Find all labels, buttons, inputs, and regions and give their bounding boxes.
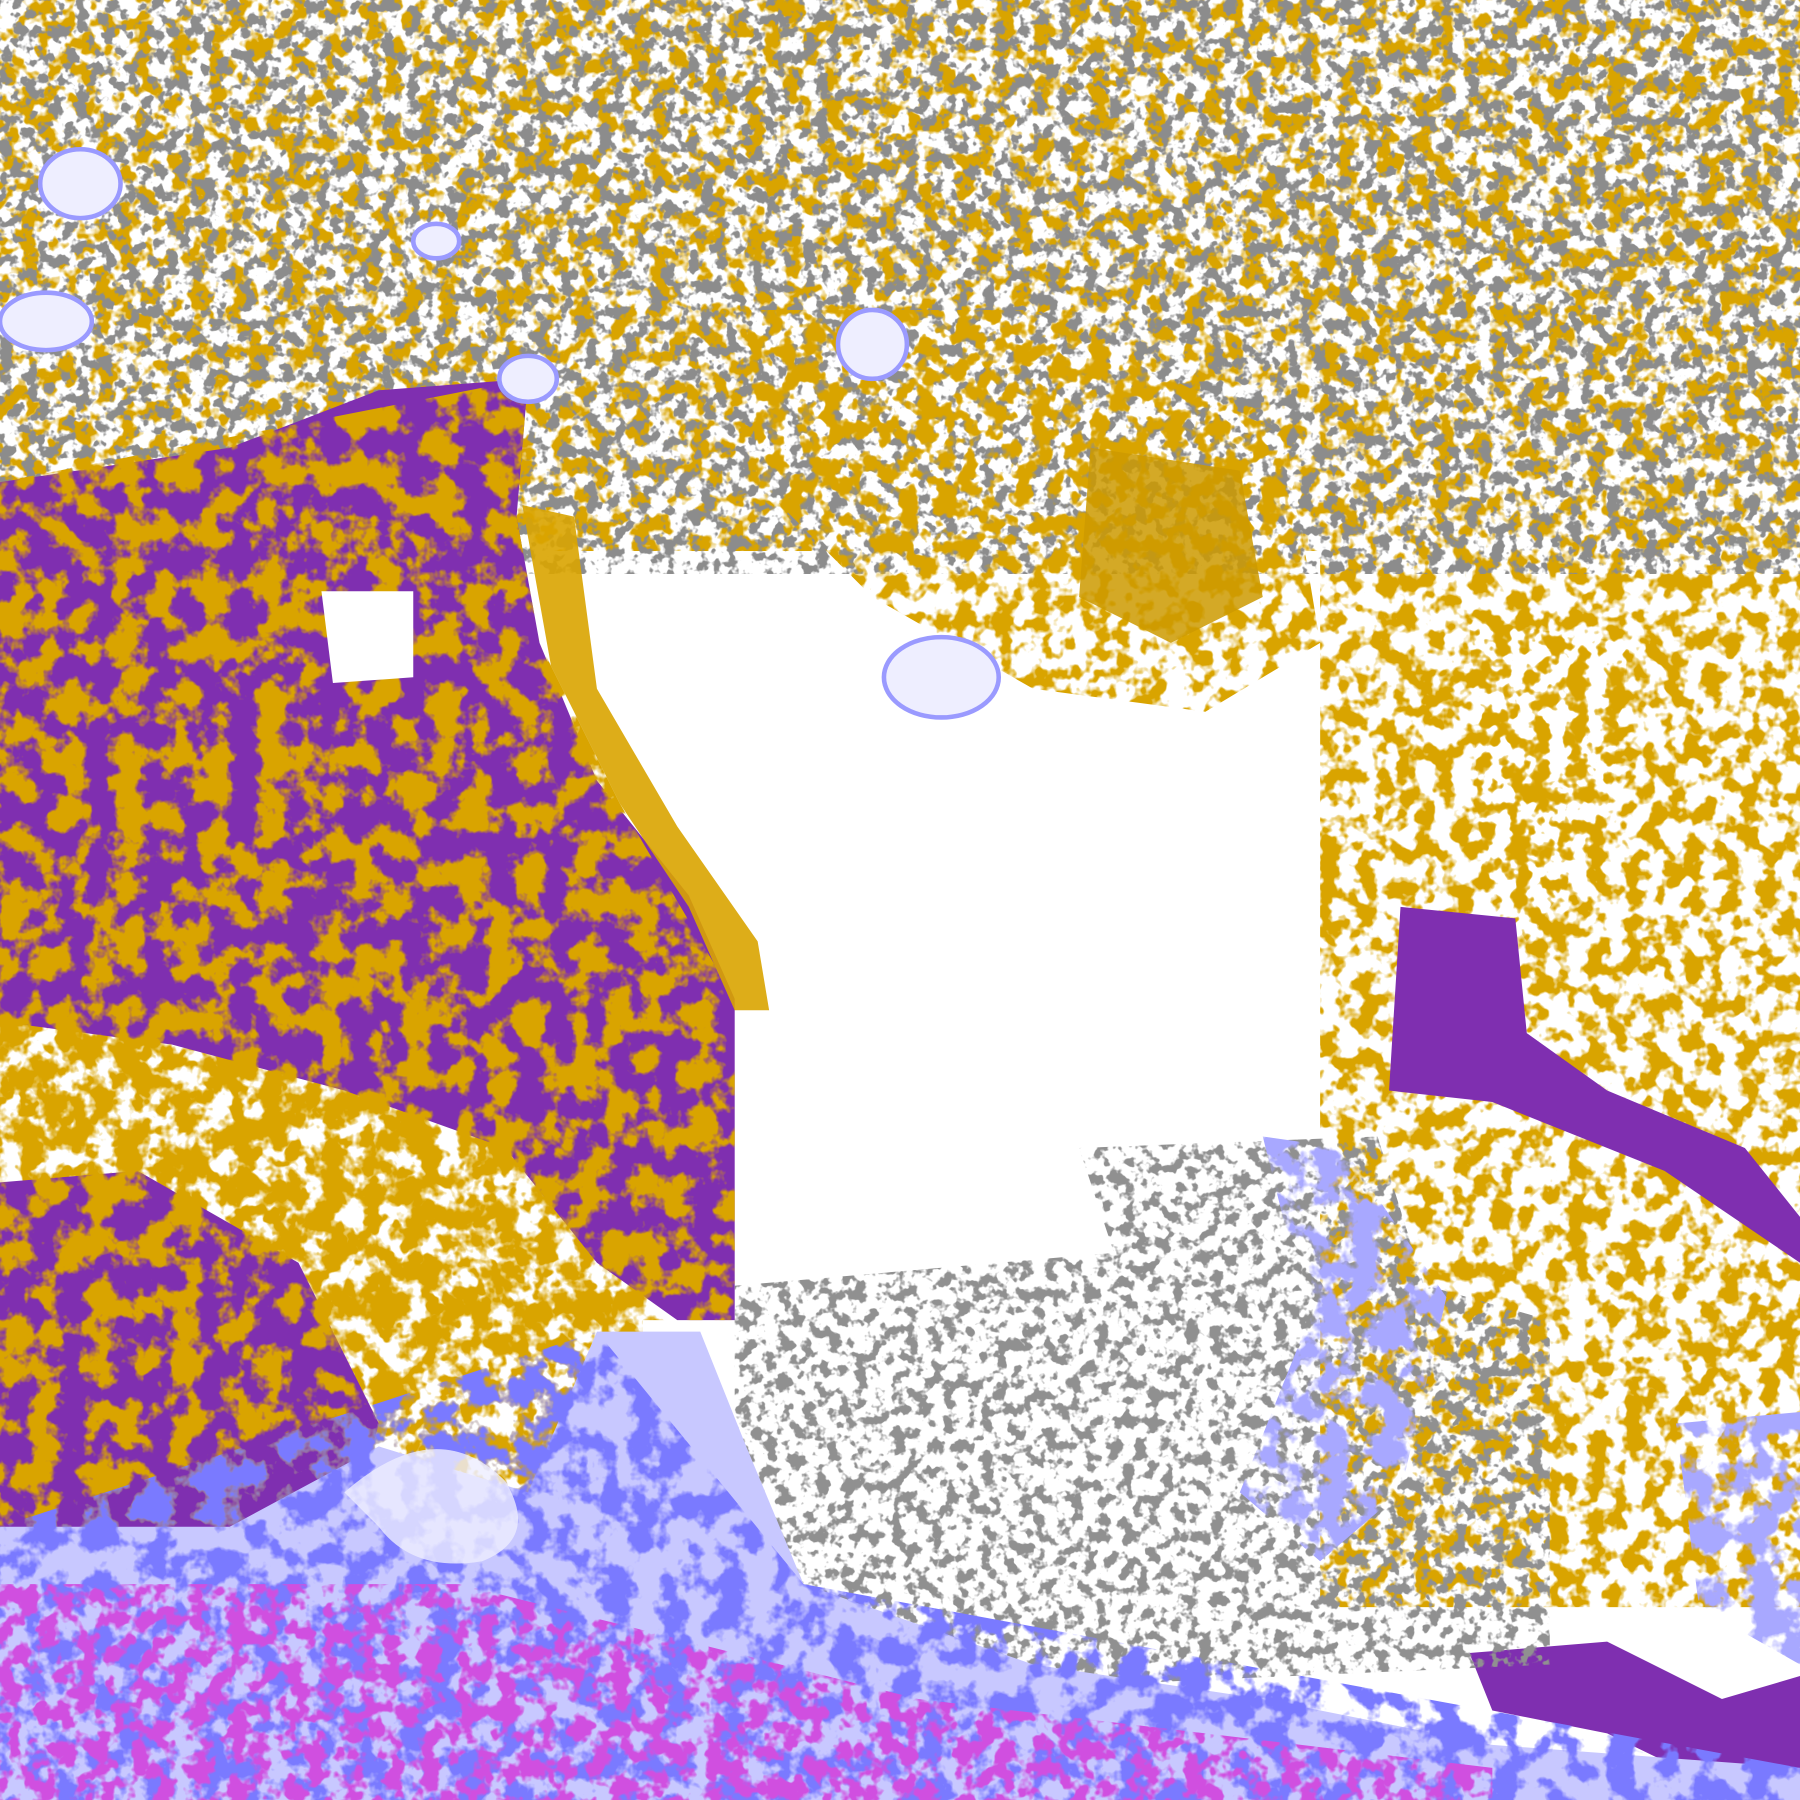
clear-ocean-east: [1389, 906, 1800, 1263]
cloud-white: [321, 591, 414, 684]
cloud-gold-dense: [1079, 447, 1263, 643]
cloud-pale: [0, 146, 1002, 720]
cloud-magenta-south: [0, 1584, 1493, 1800]
cloud-gold-coast: [522, 505, 770, 1011]
cloud-storm-southeast: [1239, 1136, 1800, 1665]
cloud-swirl: [344, 1449, 519, 1564]
